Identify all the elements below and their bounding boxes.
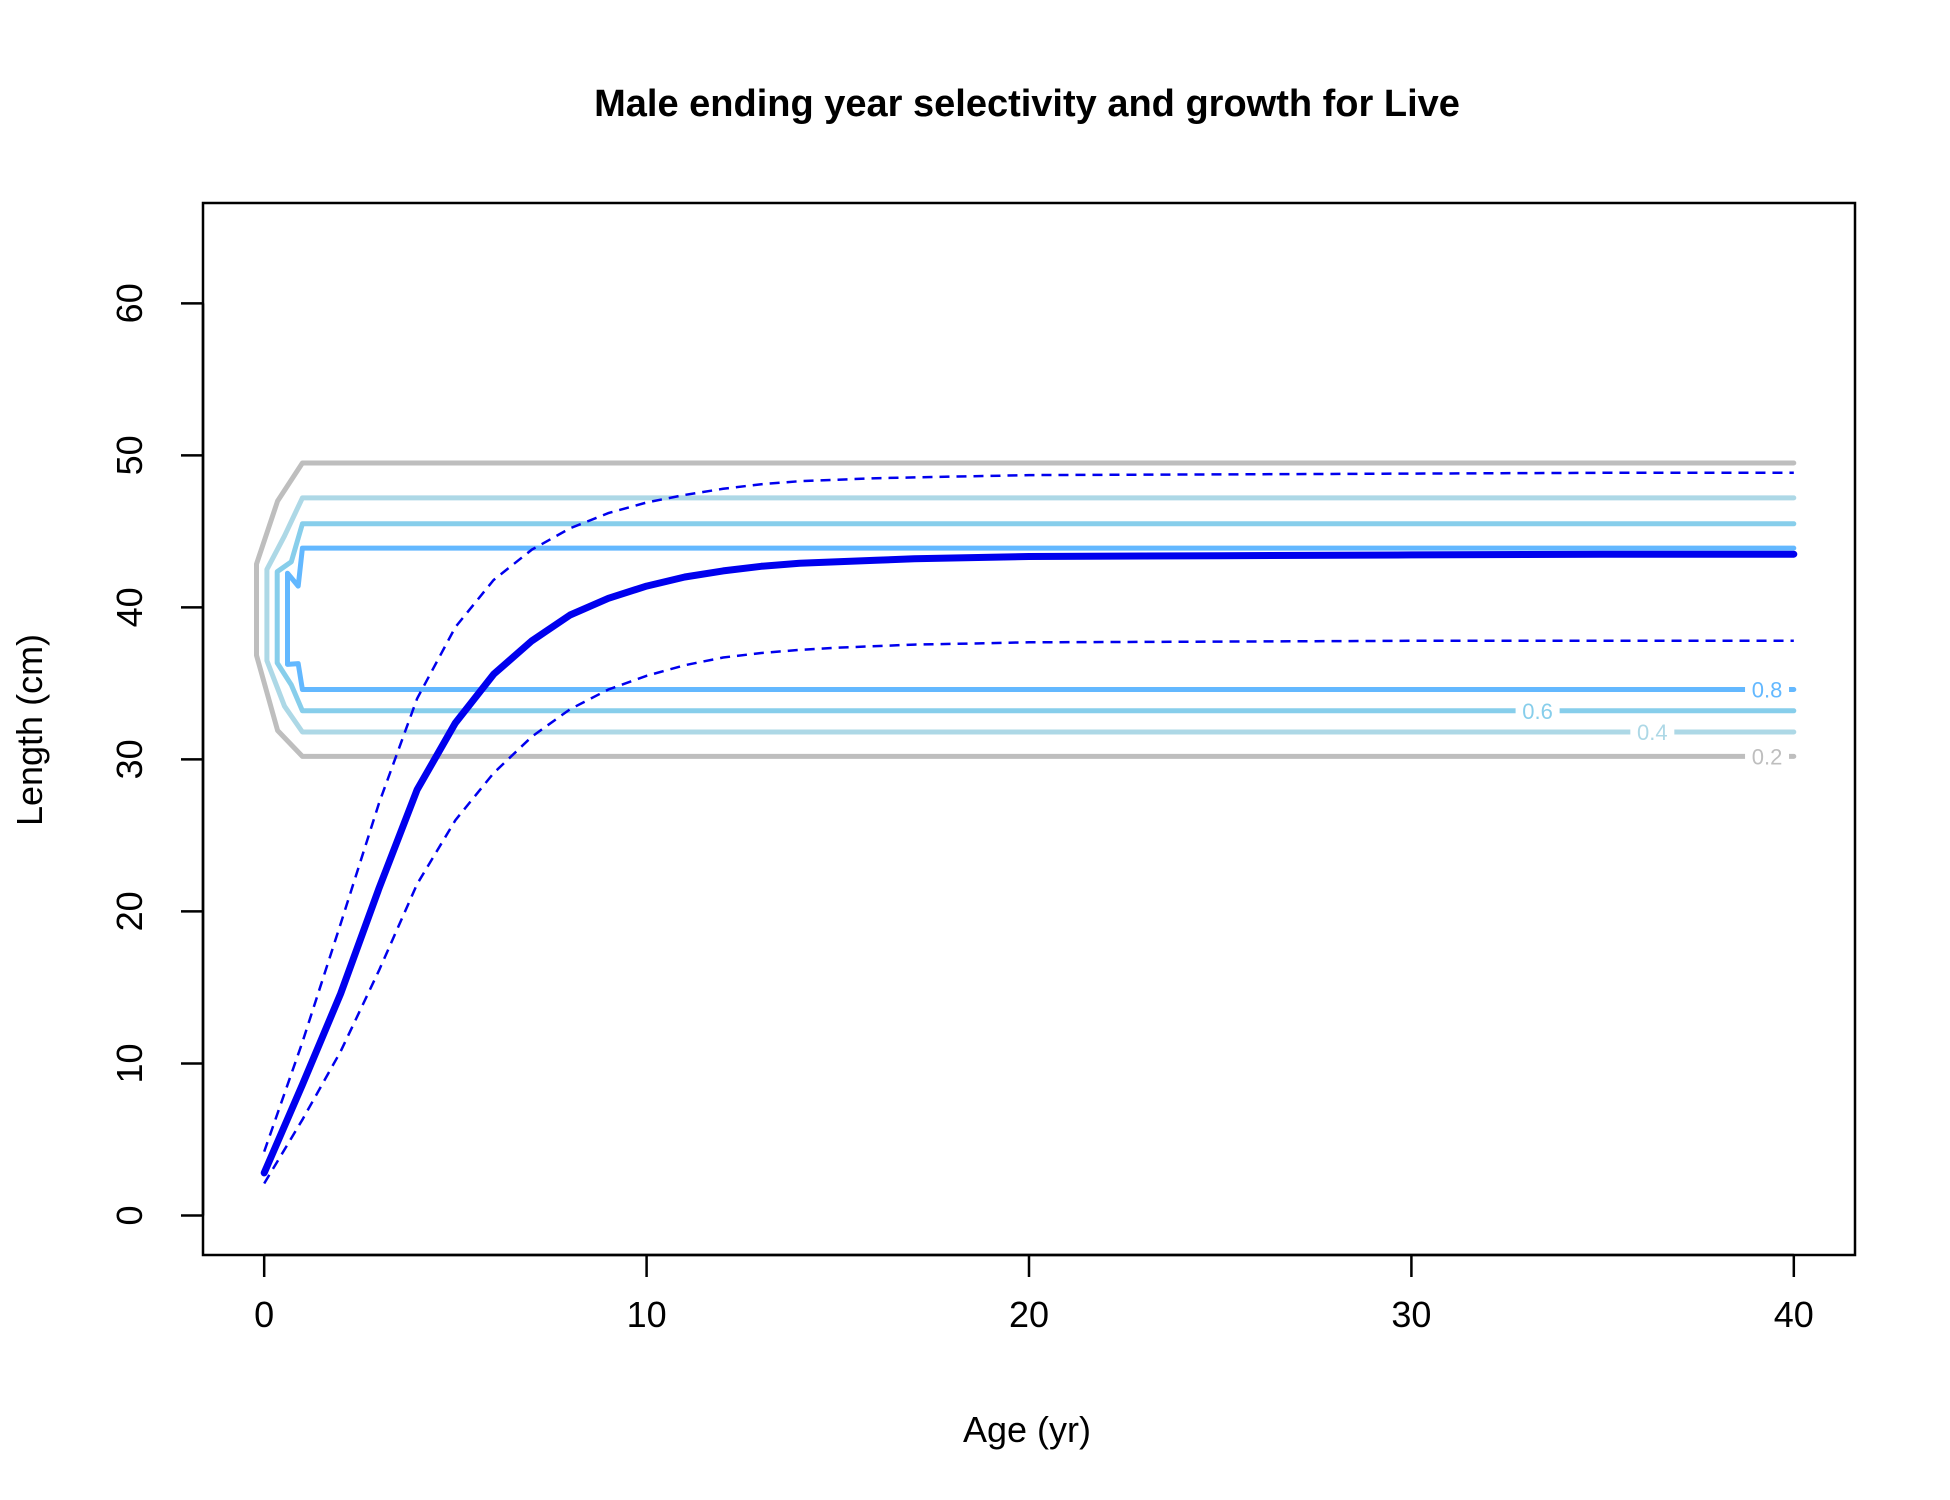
y-tick-label: 50 (109, 435, 150, 475)
x-axis-label: Age (yr) (963, 1409, 1091, 1450)
growth-lower-interval (263, 639, 1794, 1185)
growth-upper-interval (263, 471, 1794, 1153)
x-tick-label: 10 (627, 1294, 667, 1335)
x-tick-label: 30 (1391, 1294, 1431, 1335)
y-tick-label: 60 (109, 283, 150, 323)
contour-label-background (1745, 679, 1790, 700)
y-tick-label: 20 (109, 891, 150, 931)
x-tick-label: 20 (1009, 1294, 1049, 1335)
x-tick-label: 40 (1774, 1294, 1814, 1335)
y-tick-label: 40 (109, 587, 150, 627)
y-tick-label: 0 (109, 1205, 150, 1225)
contour-label-0-4: 0.4 (1637, 720, 1668, 745)
contour-label-background (1515, 700, 1560, 721)
contour-label-0-8: 0.8 (1752, 677, 1783, 702)
contour-labels: 0.2 0.4 0.6 0.8 (1515, 677, 1790, 769)
y-axis-label: Length (cm) (9, 634, 50, 826)
contour-line-0-8 (285, 545, 1797, 692)
growth-curves (260, 471, 1798, 1185)
selectivity-contours (254, 460, 1797, 759)
contour-label-0-2: 0.2 (1752, 744, 1783, 769)
chart-title: Male ending year selectivity and growth … (594, 83, 1460, 125)
x-tick-label: 0 (254, 1294, 274, 1335)
contour-label-background (1745, 746, 1790, 767)
y-tick-label: 30 (109, 739, 150, 779)
contour-line-0-4 (264, 495, 1797, 735)
contour-line-0-2 (254, 460, 1797, 759)
plot-frame (201, 201, 1857, 1257)
contour-line-0-6 (274, 521, 1797, 714)
contour-label-0-6: 0.6 (1522, 699, 1553, 724)
y-tick-label: 10 (109, 1043, 150, 1083)
growth-mean-line (260, 550, 1798, 1177)
contour-label-background (1630, 722, 1675, 743)
